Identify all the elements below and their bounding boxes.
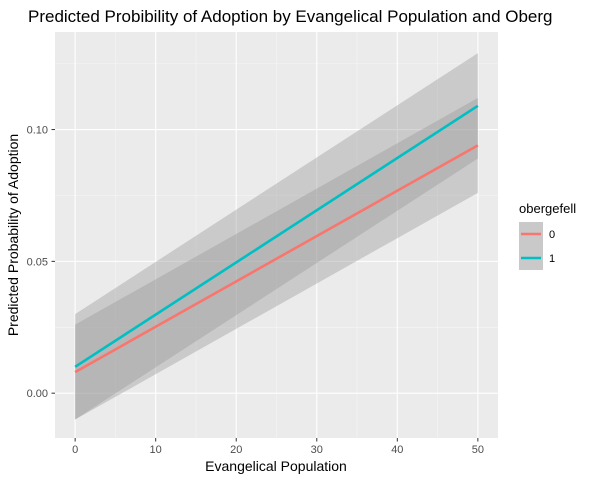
- series-line-1: [74, 104, 479, 368]
- major-gridlines: [55, 32, 498, 438]
- y-axis-ticks: 0.00 0.05 0.10: [27, 125, 55, 400]
- x-tick-label: 0: [72, 444, 78, 456]
- y-axis-title: Predicted Probability of Adoption: [5, 134, 21, 336]
- legend: obergefell 0 1: [519, 201, 576, 270]
- x-tick-label: 10: [150, 444, 162, 456]
- y-tick-label: 0.00: [27, 388, 48, 400]
- x-tick-label: 20: [230, 444, 242, 456]
- y-tick-label: 0.05: [27, 256, 48, 268]
- x-axis-title: Evangelical Population: [205, 458, 347, 474]
- x-axis-ticks: 0 10 20 30 40 50: [72, 438, 484, 456]
- legend-label: 1: [549, 253, 555, 265]
- legend-item: 0: [519, 222, 555, 246]
- legend-label: 0: [549, 229, 555, 241]
- chart-title: Predicted Probibility of Adoption by Eva…: [28, 7, 553, 26]
- x-tick-label: 40: [391, 444, 403, 456]
- x-tick-label: 30: [311, 444, 323, 456]
- legend-item: 1: [519, 246, 555, 270]
- series-lines: [74, 104, 479, 374]
- legend-title: obergefell: [519, 201, 576, 216]
- series-line-0: [74, 144, 479, 374]
- y-tick-label: 0.10: [27, 125, 48, 137]
- x-tick-label: 50: [472, 444, 484, 456]
